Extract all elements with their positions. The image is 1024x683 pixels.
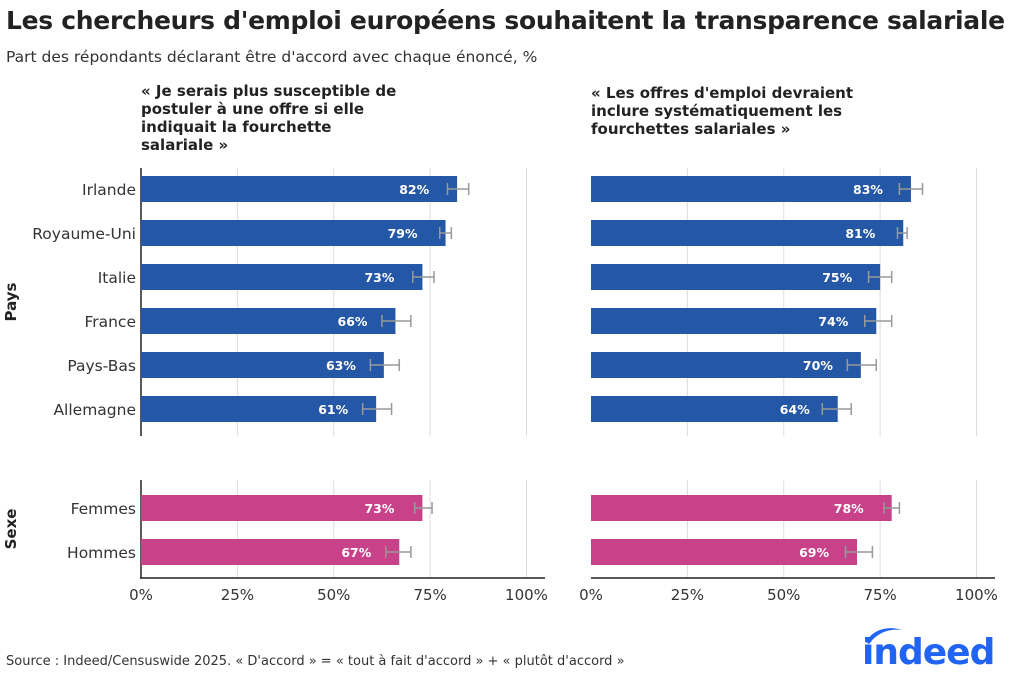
bar bbox=[141, 539, 400, 565]
chart-subtitle: Part des répondants déclarant être d'acc… bbox=[6, 48, 538, 66]
bar bbox=[591, 352, 861, 378]
bar-value-label: 61% bbox=[318, 402, 348, 417]
x-tick-label: 25% bbox=[671, 586, 704, 604]
bar bbox=[591, 396, 838, 422]
svg-text:indeed: indeed bbox=[862, 632, 994, 670]
bar bbox=[141, 396, 377, 422]
panel-title-line: « Les offres d'emploi devraient bbox=[591, 84, 853, 102]
category-label: Italie bbox=[98, 269, 136, 287]
x-tick-label: 0% bbox=[129, 586, 153, 604]
bar-value-label: 79% bbox=[388, 226, 418, 241]
bar-value-label: 69% bbox=[799, 545, 829, 560]
category-label: Royaume-Uni bbox=[32, 225, 136, 243]
x-tick-label: 75% bbox=[413, 586, 446, 604]
indeed-logo: indeed bbox=[858, 622, 998, 673]
bar-value-label: 67% bbox=[341, 545, 371, 560]
panel-title-line: fourchettes salariales » bbox=[591, 120, 790, 138]
category-label: Hommes bbox=[67, 544, 136, 562]
bar-value-label: 64% bbox=[780, 402, 810, 417]
bar-value-label: 83% bbox=[853, 182, 883, 197]
bar bbox=[141, 264, 423, 290]
bar bbox=[591, 539, 857, 565]
category-label: Femmes bbox=[71, 500, 136, 518]
bar-value-label: 73% bbox=[364, 270, 394, 285]
bar-value-label: 78% bbox=[834, 501, 864, 516]
panel-title-line: indiquait la fourchette bbox=[141, 118, 331, 136]
group-label-1: Sexe bbox=[2, 509, 20, 550]
x-tick-label: 100% bbox=[955, 586, 998, 604]
x-tick-label: 0% bbox=[579, 586, 603, 604]
bar-value-label: 70% bbox=[803, 358, 833, 373]
bar bbox=[591, 176, 911, 202]
bar bbox=[141, 176, 458, 202]
bar bbox=[591, 495, 892, 521]
bar bbox=[141, 220, 446, 246]
x-tick-label: 25% bbox=[221, 586, 254, 604]
bar bbox=[591, 264, 881, 290]
panel-title-line: « Je serais plus susceptible de bbox=[141, 82, 396, 100]
bar-value-label: 73% bbox=[364, 501, 394, 516]
category-label: Pays-Bas bbox=[67, 357, 136, 375]
panel-title-line: salariale » bbox=[141, 136, 228, 154]
panel-title-line: inclure systématiquement les bbox=[591, 102, 842, 120]
category-label: France bbox=[84, 313, 136, 331]
bar-value-label: 75% bbox=[822, 270, 852, 285]
panel-title-line: postuler à une offre si elle bbox=[141, 100, 364, 118]
bar bbox=[141, 495, 423, 521]
bar bbox=[591, 220, 904, 246]
source-note: Source : Indeed/Censuswide 2025. « D'acc… bbox=[6, 654, 625, 669]
x-tick-label: 50% bbox=[767, 586, 800, 604]
bar bbox=[591, 308, 877, 334]
category-label: Irlande bbox=[82, 181, 136, 199]
x-tick-label: 75% bbox=[863, 586, 896, 604]
x-tick-label: 50% bbox=[317, 586, 350, 604]
logo-swoosh-icon bbox=[866, 628, 902, 644]
bar-value-label: 82% bbox=[399, 182, 429, 197]
bar-value-label: 63% bbox=[326, 358, 356, 373]
bar-value-label: 66% bbox=[338, 314, 368, 329]
chart-title: Les chercheurs d'emploi européens souhai… bbox=[6, 6, 1005, 35]
bar bbox=[141, 352, 384, 378]
bar bbox=[141, 308, 396, 334]
bar-value-label: 81% bbox=[845, 226, 875, 241]
bar-value-label: 74% bbox=[818, 314, 848, 329]
group-label-0: Pays bbox=[2, 282, 20, 321]
category-label: Allemagne bbox=[53, 401, 136, 419]
x-tick-label: 100% bbox=[505, 586, 548, 604]
